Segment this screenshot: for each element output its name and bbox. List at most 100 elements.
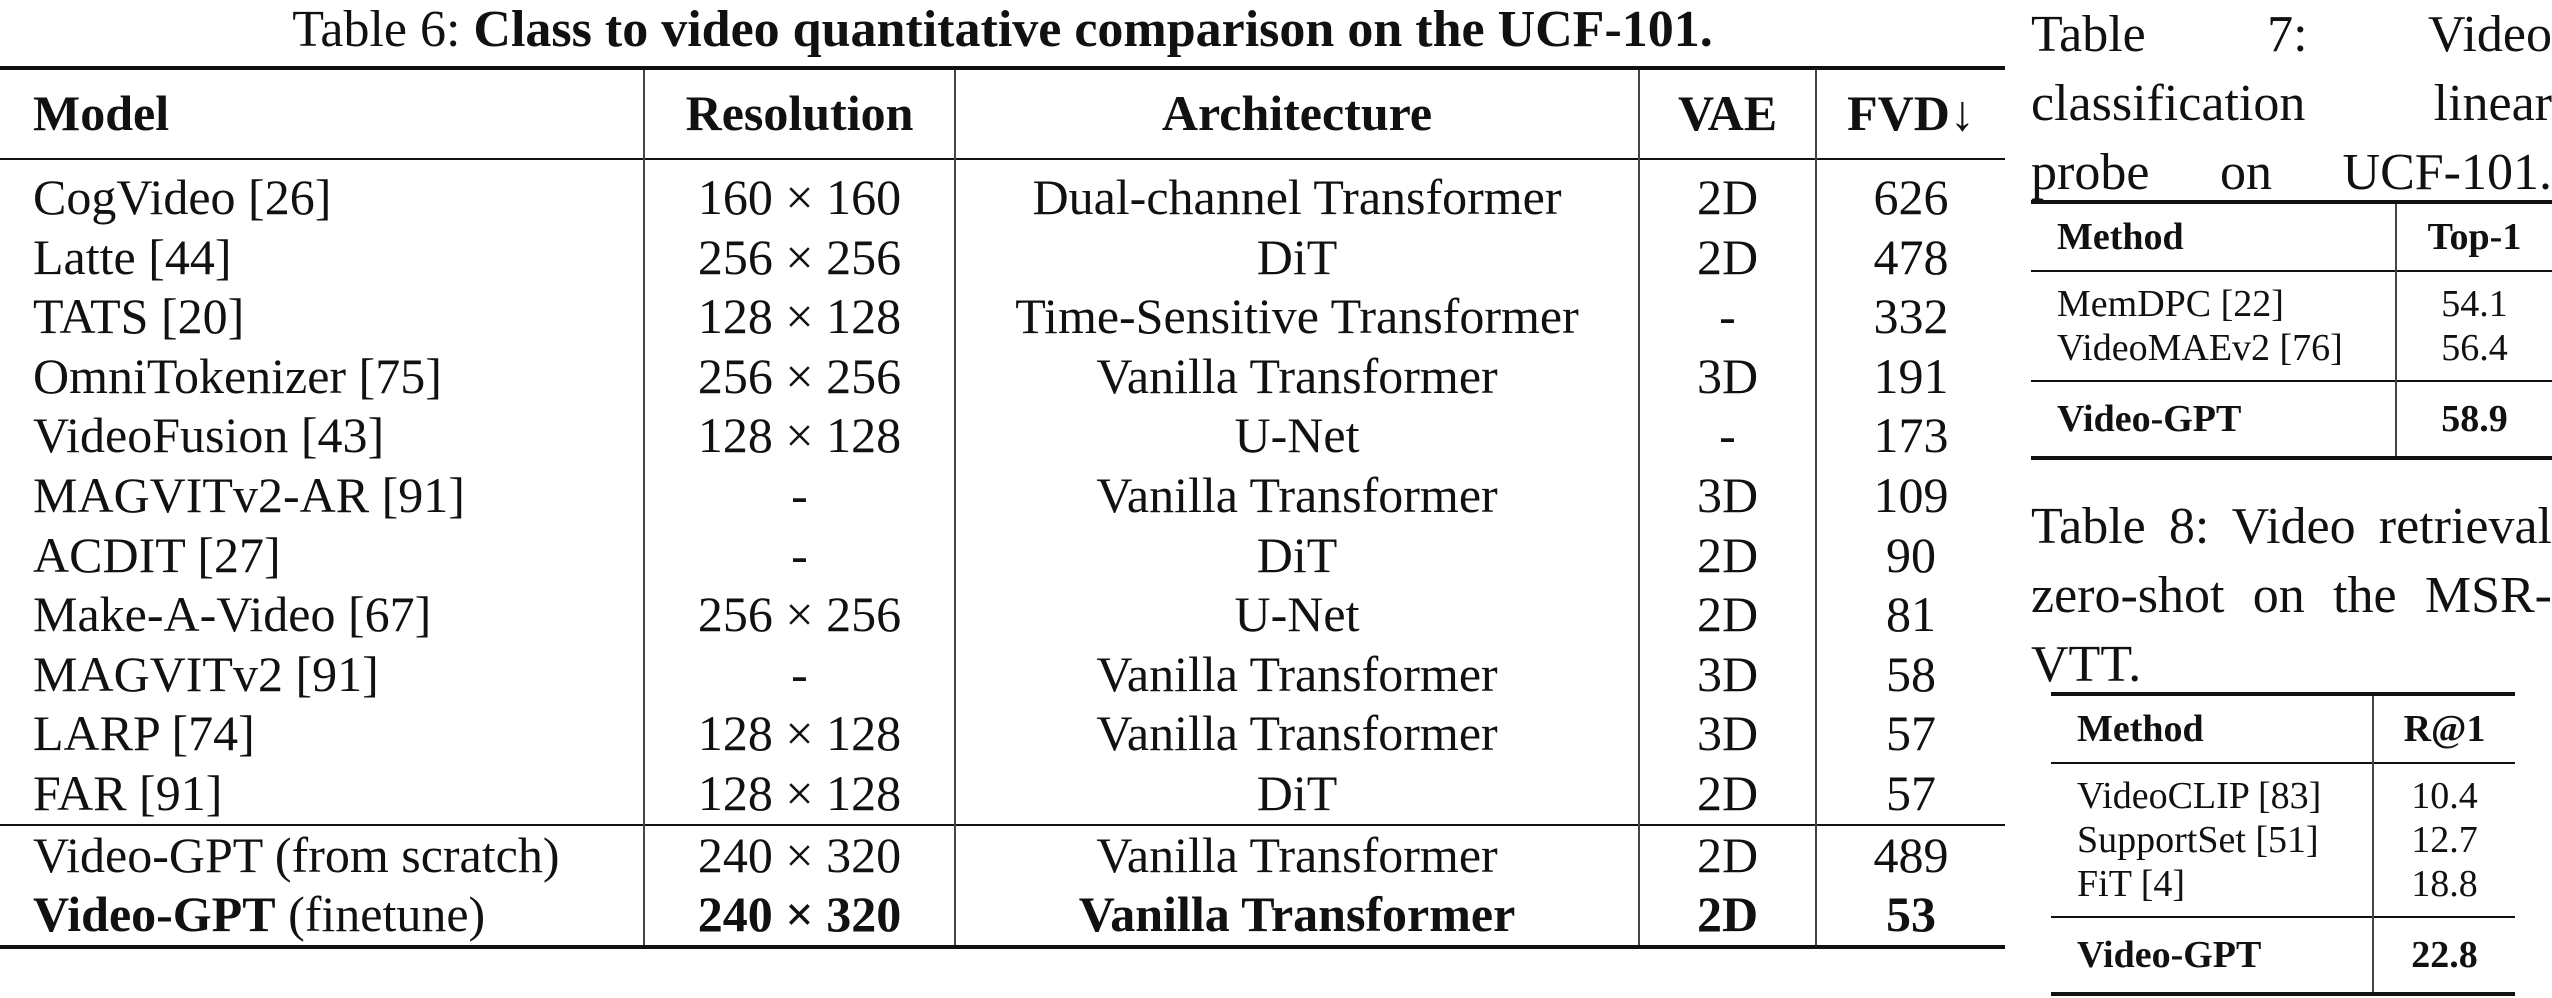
cell: 626 [1873, 169, 1949, 225]
cell: 332 [1873, 288, 1949, 345]
cell: ACDIT [27] [0, 525, 645, 586]
cell: MAGVITv2 [91] [0, 644, 645, 705]
header-cell: Method [2031, 202, 2397, 271]
cell: Video-GPT (from scratch) [0, 824, 645, 886]
cell: 191 [1873, 347, 1949, 404]
cell: Vanilla Transformer [955, 465, 1640, 526]
row: SupportSet [51] 12.7 [2051, 818, 2515, 862]
table-7-caption: Table 7: Video classification linear pro… [2031, 6, 2552, 201]
cell: 3D [1639, 346, 1817, 407]
table-body: MemDPC [22] 54.1 VideoMAEv2 [76] 56.4 Video-… [2031, 271, 2552, 458]
cell: 54.1 [2441, 283, 2508, 325]
cell: 2D [1639, 525, 1817, 586]
cell: - [1639, 406, 1817, 466]
cell: FAR [91] [0, 763, 645, 825]
cell: 2D [1639, 824, 1817, 886]
table-8-caption: Table 8: Video retrieval zero-shot on th… [2031, 498, 2552, 693]
cell: 478 [1873, 228, 1949, 285]
cell: 2D [1639, 227, 1817, 288]
cell: VideoCLIP [83] [2051, 763, 2374, 818]
header-cell: Architecture [955, 68, 1640, 159]
header-row: Model Resolution Architecture VAE FVD↓ [0, 68, 2005, 159]
cell: VideoMAEv2 [76] [2031, 326, 2397, 381]
cell: 58.9 [2441, 398, 2508, 440]
cell: 2D [1639, 159, 1817, 228]
row: FAR [91] 128 × 128 DiT 2D 57 [0, 763, 2005, 825]
cell: 256 × 256 [644, 346, 956, 407]
table-body: VideoCLIP [83] 10.4 SupportSet [51] 12.7 FiT… [2051, 763, 2515, 994]
cell: Vanilla Transformer [955, 885, 1640, 947]
cell: 12.7 [2411, 819, 2478, 861]
header-cell: Top-1 [2427, 216, 2522, 258]
cell: 2D [1639, 585, 1817, 645]
cell: 57 [1886, 764, 1936, 821]
cell: Vanilla Transformer [955, 704, 1640, 764]
row: ACDIT [27] - DiT 2D 90 [0, 525, 2005, 586]
cell: 173 [1873, 407, 1949, 464]
table-header: Method R@1 [2051, 694, 2515, 763]
row: VideoMAEv2 [76] 56.4 [2031, 326, 2552, 381]
header-cell: Resolution [644, 68, 956, 159]
cell: 109 [1873, 466, 1949, 523]
cell: Latte [44] [0, 227, 645, 288]
cell: VideoFusion [43] [0, 406, 645, 466]
cell: 128 × 128 [644, 406, 956, 466]
cell: MemDPC [22] [2031, 271, 2397, 326]
cell: Video-GPT [2031, 381, 2397, 458]
cell: - [644, 525, 956, 586]
row: MAGVITv2-AR [91] - Vanilla Transformer 3D 10… [0, 465, 2005, 526]
header-cell: R@1 [2403, 708, 2486, 750]
header-cell: VAE [1639, 68, 1817, 159]
header-row: Method Top-1 [2031, 202, 2552, 271]
row: FiT [4] 18.8 [2051, 862, 2515, 917]
cell: U-Net [955, 585, 1640, 645]
row: VideoCLIP [83] 10.4 [2051, 763, 2515, 818]
cell: 58 [1886, 645, 1936, 702]
cell: 240 × 320 [644, 885, 956, 947]
cell: DiT [955, 763, 1640, 825]
cell: OmniTokenizer [75] [0, 346, 645, 407]
cell: 90 [1886, 526, 1936, 583]
cell: Video-GPT (finetune) [0, 885, 645, 947]
row: LARP [74] 128 × 128 Vanilla Transformer 3D 5… [0, 704, 2005, 764]
cell: 2D [1639, 763, 1817, 825]
table-7: Table 7: Video classification linear pro… [2031, 0, 2552, 460]
cell: 3D [1639, 704, 1817, 764]
cell: 56.4 [2441, 327, 2508, 369]
cell: Video-GPT [2051, 917, 2374, 994]
row: Video-GPT 22.8 [2051, 917, 2515, 994]
table-header: Method Top-1 [2031, 202, 2552, 271]
cell: - [1639, 287, 1817, 347]
cell: 81 [1886, 586, 1936, 643]
cell: Vanilla Transformer [955, 346, 1640, 407]
model-name: Video-GPT [33, 886, 276, 943]
cell: 18.8 [2411, 863, 2478, 905]
cell: U-Net [955, 406, 1640, 466]
cell: Time-Sensitive Transformer [955, 287, 1640, 347]
cell: 53 [1886, 886, 1936, 943]
cell: DiT [955, 525, 1640, 586]
cell: 3D [1639, 465, 1817, 526]
table-6-caption: Table 6: Class to video quantitative com… [0, 0, 2005, 66]
cell: TATS [20] [0, 287, 645, 347]
cell: 160 × 160 [644, 159, 956, 228]
cell: 128 × 128 [644, 704, 956, 764]
cell: CogVideo [26] [0, 159, 645, 228]
cell: 489 [1873, 826, 1949, 883]
cell: LARP [74] [0, 704, 645, 764]
cell: FiT [4] [2051, 862, 2374, 917]
row: MAGVITv2 [91] - Vanilla Transformer 3D 58 [0, 644, 2005, 705]
cell: Vanilla Transformer [955, 824, 1640, 886]
header-cell: Method [2051, 694, 2374, 763]
cell: Vanilla Transformer [955, 644, 1640, 705]
table: Model Resolution Architecture VAE FVD↓ CogVi… [0, 66, 2005, 949]
cell: 2D [1639, 885, 1817, 947]
cell: Make-A-Video [67] [0, 585, 645, 645]
table-body-final: Video-GPT (finetune) 240 × 320 Vanilla T… [0, 885, 2005, 947]
model-note: (finetune) [288, 886, 486, 943]
table-header: Model Resolution Architecture VAE FVD↓ [0, 68, 2005, 159]
table-body: CogVideo [26] 160 × 160 Dual-channel Trans… [0, 159, 2005, 825]
row: TATS [20] 128 × 128 Time-Sensitive Transfo… [0, 287, 2005, 347]
